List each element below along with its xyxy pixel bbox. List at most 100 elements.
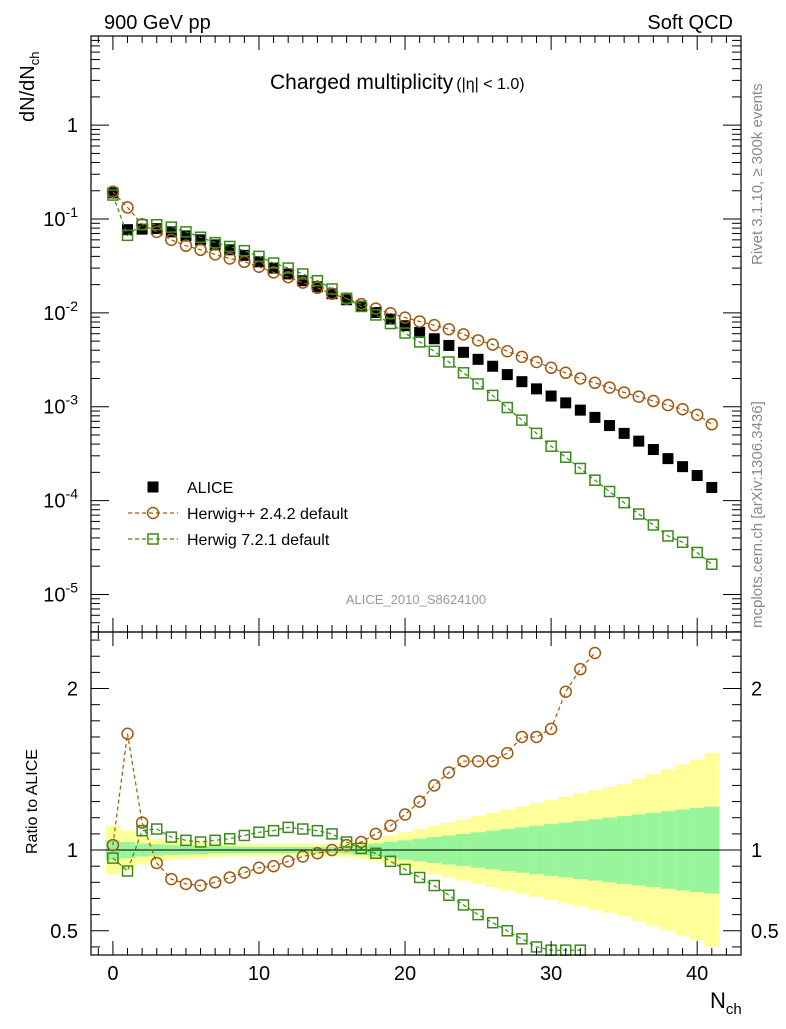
- y-axis-label: dN/dNch: [17, 52, 42, 122]
- data-point: [384, 317, 397, 330]
- series-1: [106, 185, 719, 431]
- x-tick-label: 10: [248, 963, 270, 985]
- data-point: [501, 369, 513, 381]
- y-tick-label: 10-3: [43, 392, 78, 419]
- data-point: [194, 243, 207, 257]
- data-point: [691, 470, 703, 482]
- y-tick-label: 1: [67, 115, 78, 137]
- data-point: [414, 326, 426, 338]
- data-point: [545, 440, 557, 452]
- data-point: [706, 481, 718, 493]
- data-point: [399, 327, 411, 339]
- header-right: Soft QCD: [647, 12, 733, 34]
- data-point: [428, 333, 440, 345]
- data-point: [457, 367, 470, 379]
- ratio-point: [516, 933, 528, 945]
- ratio-point: [370, 847, 382, 860]
- ratio-point: [325, 843, 339, 857]
- analysis-id: ALICE_2010_S8624100: [346, 592, 486, 607]
- y-tick-label: 10-1: [43, 204, 78, 231]
- ratio-point: [530, 730, 543, 744]
- ratio-tick-label-left: 1: [67, 840, 78, 862]
- ratio-point: [326, 828, 338, 840]
- data-point: [413, 315, 426, 328]
- chart-title: Charged multiplicity (|η| < 1.0): [270, 71, 525, 94]
- ratio-point: [179, 877, 193, 891]
- data-point: [487, 360, 499, 372]
- ratio-point: [471, 754, 485, 768]
- ratio-plot-ticks: 0 10 20 30 40 0.5 0.5 1 1 2 2: [50, 632, 779, 985]
- legend-marker: [146, 506, 160, 520]
- data-point: [180, 226, 192, 238]
- data-point: [647, 394, 660, 408]
- data-point: [516, 414, 528, 426]
- ratio-point: [574, 662, 587, 676]
- data-point: [340, 292, 353, 305]
- x-axis-label: Nch: [710, 988, 742, 1018]
- data-point: [267, 266, 280, 279]
- data-point: [457, 328, 470, 341]
- data-point: [311, 274, 324, 287]
- ratio-plot-frame: [90, 631, 742, 956]
- data-point: [501, 345, 514, 358]
- legend-marker: [147, 481, 159, 493]
- data-point: [195, 234, 207, 246]
- ratio-tick-label-left: 2: [67, 679, 78, 701]
- main-plot: 1 10-1 10-2 10-3 10-4 10-5 Charged multiplici…: [17, 35, 742, 633]
- ratio-point: [135, 816, 149, 829]
- data-point: [223, 252, 237, 265]
- series-2: [107, 189, 718, 570]
- ratio-series-0: [106, 646, 602, 892]
- ratio-point: [209, 834, 221, 847]
- ratio-y-axis-label: Ratio to ALICE: [24, 749, 41, 854]
- data-point: [267, 257, 280, 269]
- ratio-point: [136, 824, 148, 837]
- legend-label: ALICE: [187, 480, 233, 497]
- ratio-point: [311, 847, 324, 860]
- ratio-point: [253, 826, 265, 839]
- ratio-plot: 0 10 20 30 40 0.5 0.5 1 1 2 2 Ratio to ALICE: [24, 631, 779, 985]
- ratio-point: [238, 829, 251, 842]
- data-point: [165, 221, 178, 233]
- data-point: [326, 283, 338, 295]
- data-point: [662, 453, 674, 465]
- ratio-point: [413, 871, 426, 884]
- ratio-point: [121, 865, 134, 877]
- data-point: [559, 366, 572, 380]
- ratio-point: [106, 838, 120, 852]
- ratio-point: [282, 821, 294, 834]
- ratio-point: [486, 754, 499, 768]
- data-point: [428, 318, 441, 332]
- source-label: mcplots.cern.ch [arXiv:1306.3436]: [749, 401, 766, 628]
- ratio-point: [486, 916, 499, 929]
- data-point: [150, 225, 163, 239]
- data-point: [690, 408, 704, 422]
- data-point: [355, 300, 367, 313]
- data-point: [618, 496, 630, 509]
- ratio-point: [588, 646, 602, 660]
- data-point: [618, 427, 630, 439]
- data-point: [589, 411, 601, 423]
- data-point: [443, 339, 455, 351]
- ratio-point: [267, 859, 280, 873]
- ratio-series-1: [107, 821, 587, 956]
- data-point: [486, 338, 499, 351]
- ratio-point: [428, 879, 441, 892]
- data-point: [589, 474, 601, 486]
- data-point: [647, 444, 659, 456]
- data-point: [647, 519, 660, 531]
- legend-label: Herwig++ 2.4.2 default: [187, 506, 349, 523]
- ratio-point: [121, 727, 134, 740]
- ratio-point: [194, 836, 207, 848]
- header-left: 900 GeV pp: [104, 12, 211, 34]
- data-point: [398, 311, 412, 324]
- ratio-point: [457, 899, 470, 911]
- data-point: [501, 401, 514, 414]
- ratio-point: [443, 889, 455, 901]
- data-point: [253, 250, 265, 263]
- data-point: [471, 334, 485, 347]
- ratio-point: [472, 908, 484, 921]
- ratio-point: [340, 836, 353, 848]
- ratio-line: [112, 652, 596, 887]
